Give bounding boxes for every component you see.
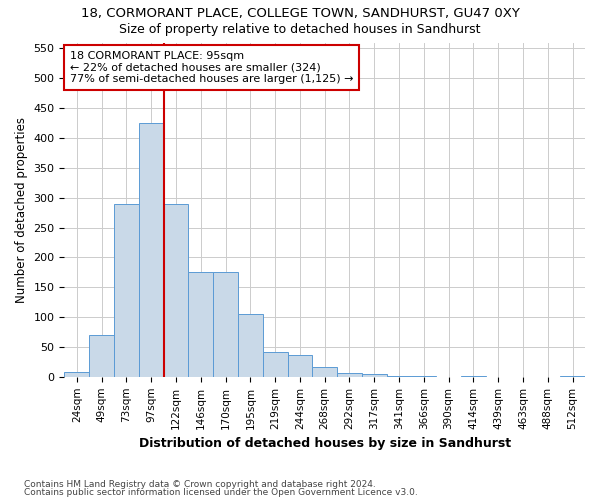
Y-axis label: Number of detached properties: Number of detached properties <box>15 116 28 302</box>
Bar <box>238 314 263 377</box>
Bar <box>461 376 486 377</box>
Bar <box>337 372 362 377</box>
X-axis label: Distribution of detached houses by size in Sandhurst: Distribution of detached houses by size … <box>139 437 511 450</box>
Bar <box>313 366 337 377</box>
Text: 18, CORMORANT PLACE, COLLEGE TOWN, SANDHURST, GU47 0XY: 18, CORMORANT PLACE, COLLEGE TOWN, SANDH… <box>80 8 520 20</box>
Text: Contains HM Land Registry data © Crown copyright and database right 2024.: Contains HM Land Registry data © Crown c… <box>24 480 376 489</box>
Bar <box>263 352 287 377</box>
Bar <box>188 272 213 377</box>
Text: Size of property relative to detached houses in Sandhurst: Size of property relative to detached ho… <box>119 22 481 36</box>
Bar <box>114 204 139 377</box>
Bar <box>560 376 585 377</box>
Bar <box>412 376 436 377</box>
Bar <box>287 354 313 377</box>
Bar <box>386 376 412 377</box>
Bar <box>64 372 89 377</box>
Bar <box>164 204 188 377</box>
Bar <box>89 335 114 377</box>
Bar <box>213 272 238 377</box>
Bar <box>139 123 164 377</box>
Text: 18 CORMORANT PLACE: 95sqm
← 22% of detached houses are smaller (324)
77% of semi: 18 CORMORANT PLACE: 95sqm ← 22% of detac… <box>70 51 353 84</box>
Bar <box>362 374 386 377</box>
Text: Contains public sector information licensed under the Open Government Licence v3: Contains public sector information licen… <box>24 488 418 497</box>
